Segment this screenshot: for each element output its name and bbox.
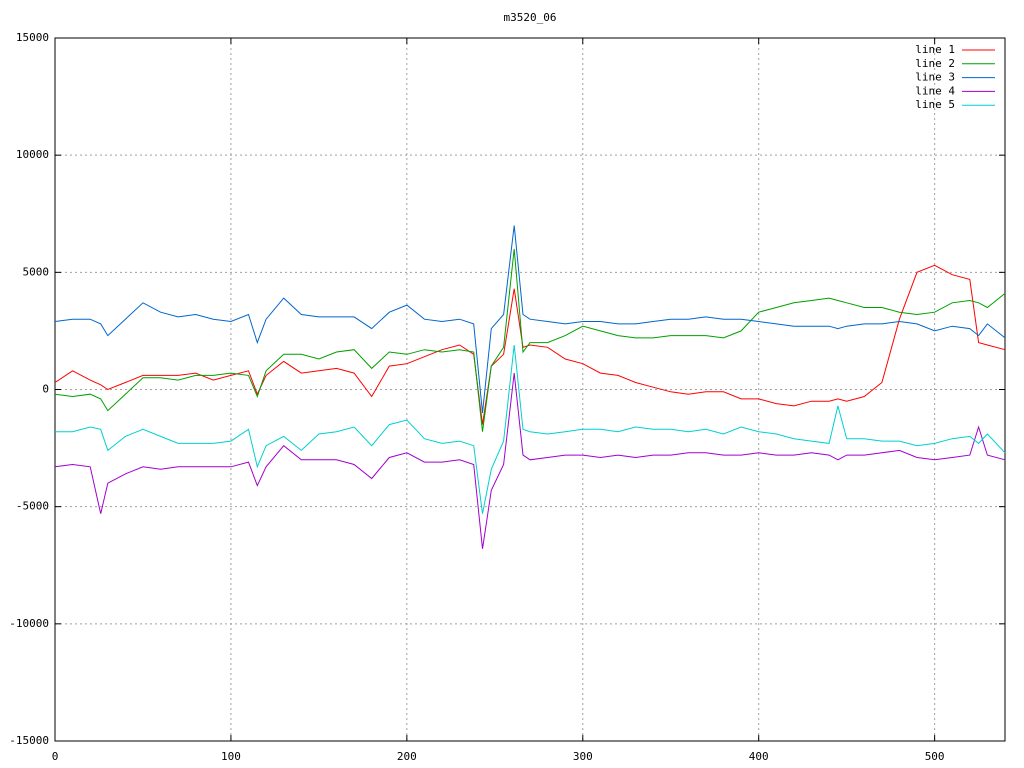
y-tick-label: -5000 — [16, 500, 49, 513]
y-tick-label: -15000 — [9, 734, 49, 747]
data-line — [55, 344, 1006, 514]
chart-title: m3520_06 — [504, 11, 557, 24]
x-tick-label: 400 — [749, 750, 769, 763]
legend-label: line 4 — [915, 84, 955, 97]
legend-label: line 3 — [915, 71, 955, 84]
x-tick-label: 300 — [573, 750, 593, 763]
x-tick-label: 0 — [52, 750, 59, 763]
legend-label: line 1 — [915, 43, 955, 56]
y-tick-label: 15000 — [16, 31, 49, 44]
legend-label: line 2 — [915, 57, 955, 70]
data-line — [54, 373, 1006, 549]
x-tick-label: 100 — [221, 750, 241, 763]
data-line — [54, 248, 1006, 432]
legend-label: line 5 — [915, 98, 955, 111]
y-tick-label: 0 — [42, 383, 49, 396]
y-tick-label: 10000 — [16, 148, 49, 161]
x-tick-label: 500 — [925, 750, 945, 763]
data-line — [54, 225, 1006, 413]
y-tick-label: 5000 — [23, 265, 50, 278]
y-tick-label: -10000 — [9, 617, 49, 630]
plot-border — [54, 37, 1006, 742]
data-line — [54, 264, 1006, 425]
x-tick-label: 200 — [397, 750, 417, 763]
